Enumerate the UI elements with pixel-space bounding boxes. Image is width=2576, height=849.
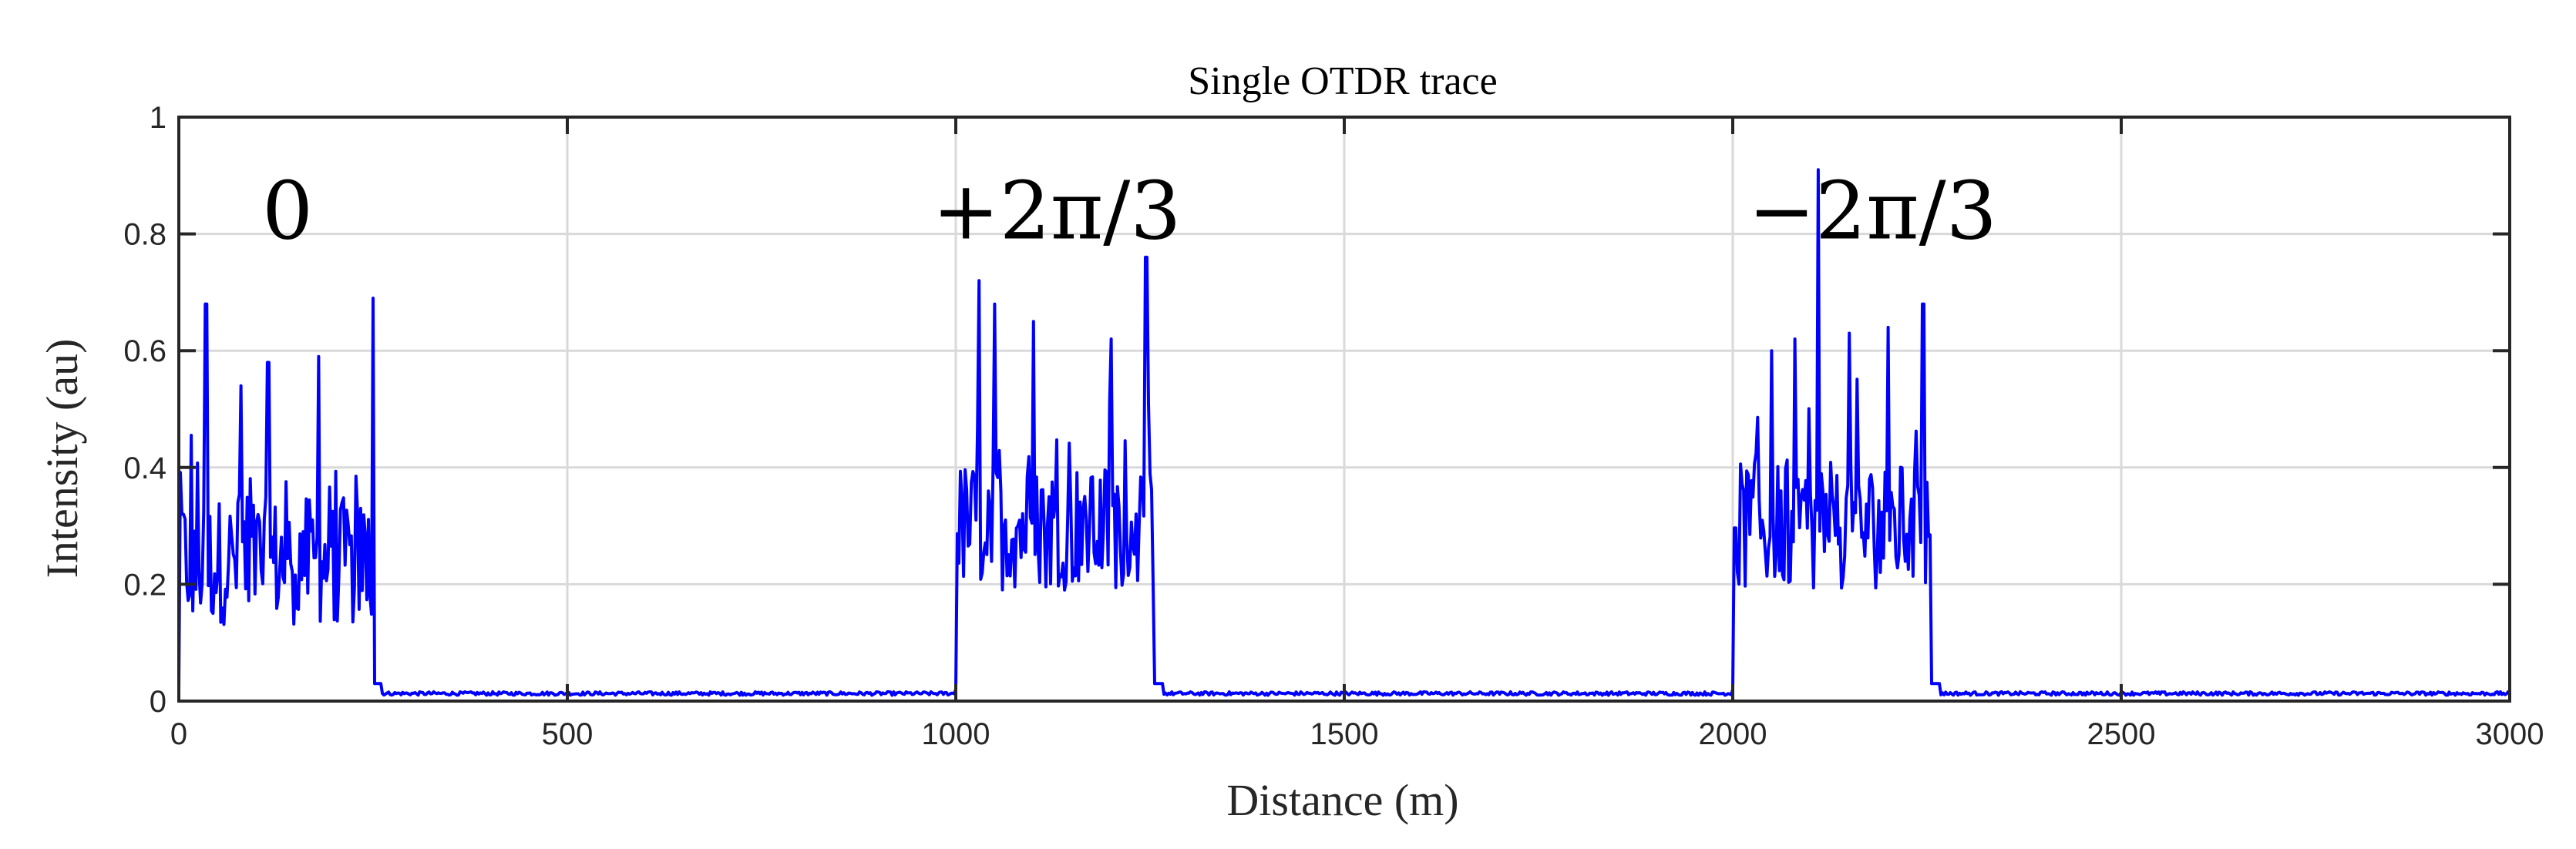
y-tick-label: 0.4 (123, 451, 166, 485)
x-tick-label: 1000 (922, 717, 990, 751)
y-tick-label: 0.6 (123, 334, 166, 368)
phase-annotation: −2π/3 (1748, 163, 1997, 257)
y-tick-label: 1 (150, 101, 166, 135)
x-tick-label: 1500 (1310, 717, 1379, 751)
phase-annotation: 0 (262, 163, 313, 257)
grid-lines (179, 117, 2510, 701)
x-tick-label: 3000 (2476, 717, 2544, 751)
x-tick-label: 2500 (2087, 717, 2156, 751)
phase-annotations: 0 +2π/3 −2π/3 (262, 163, 1997, 257)
axis-ticks: 0 500 1000 1500 2000 2500 3000 0 0.2 0.4 0.6 0.8 1 (123, 101, 2544, 751)
y-axis-label: Intensity (au) (37, 339, 87, 579)
phase-annotation: +2π/3 (933, 163, 1182, 257)
y-tick-label: 0.8 (123, 218, 166, 252)
y-tick-label: 0 (150, 685, 166, 719)
chart-title: Single OTDR trace (1188, 59, 1497, 103)
x-tick-label: 2000 (1699, 717, 1767, 751)
y-tick-label: 0.2 (123, 568, 166, 602)
x-tick-label: 0 (170, 717, 187, 751)
x-tick-label: 500 (542, 717, 594, 751)
x-axis-label: Distance (m) (1226, 775, 1458, 825)
